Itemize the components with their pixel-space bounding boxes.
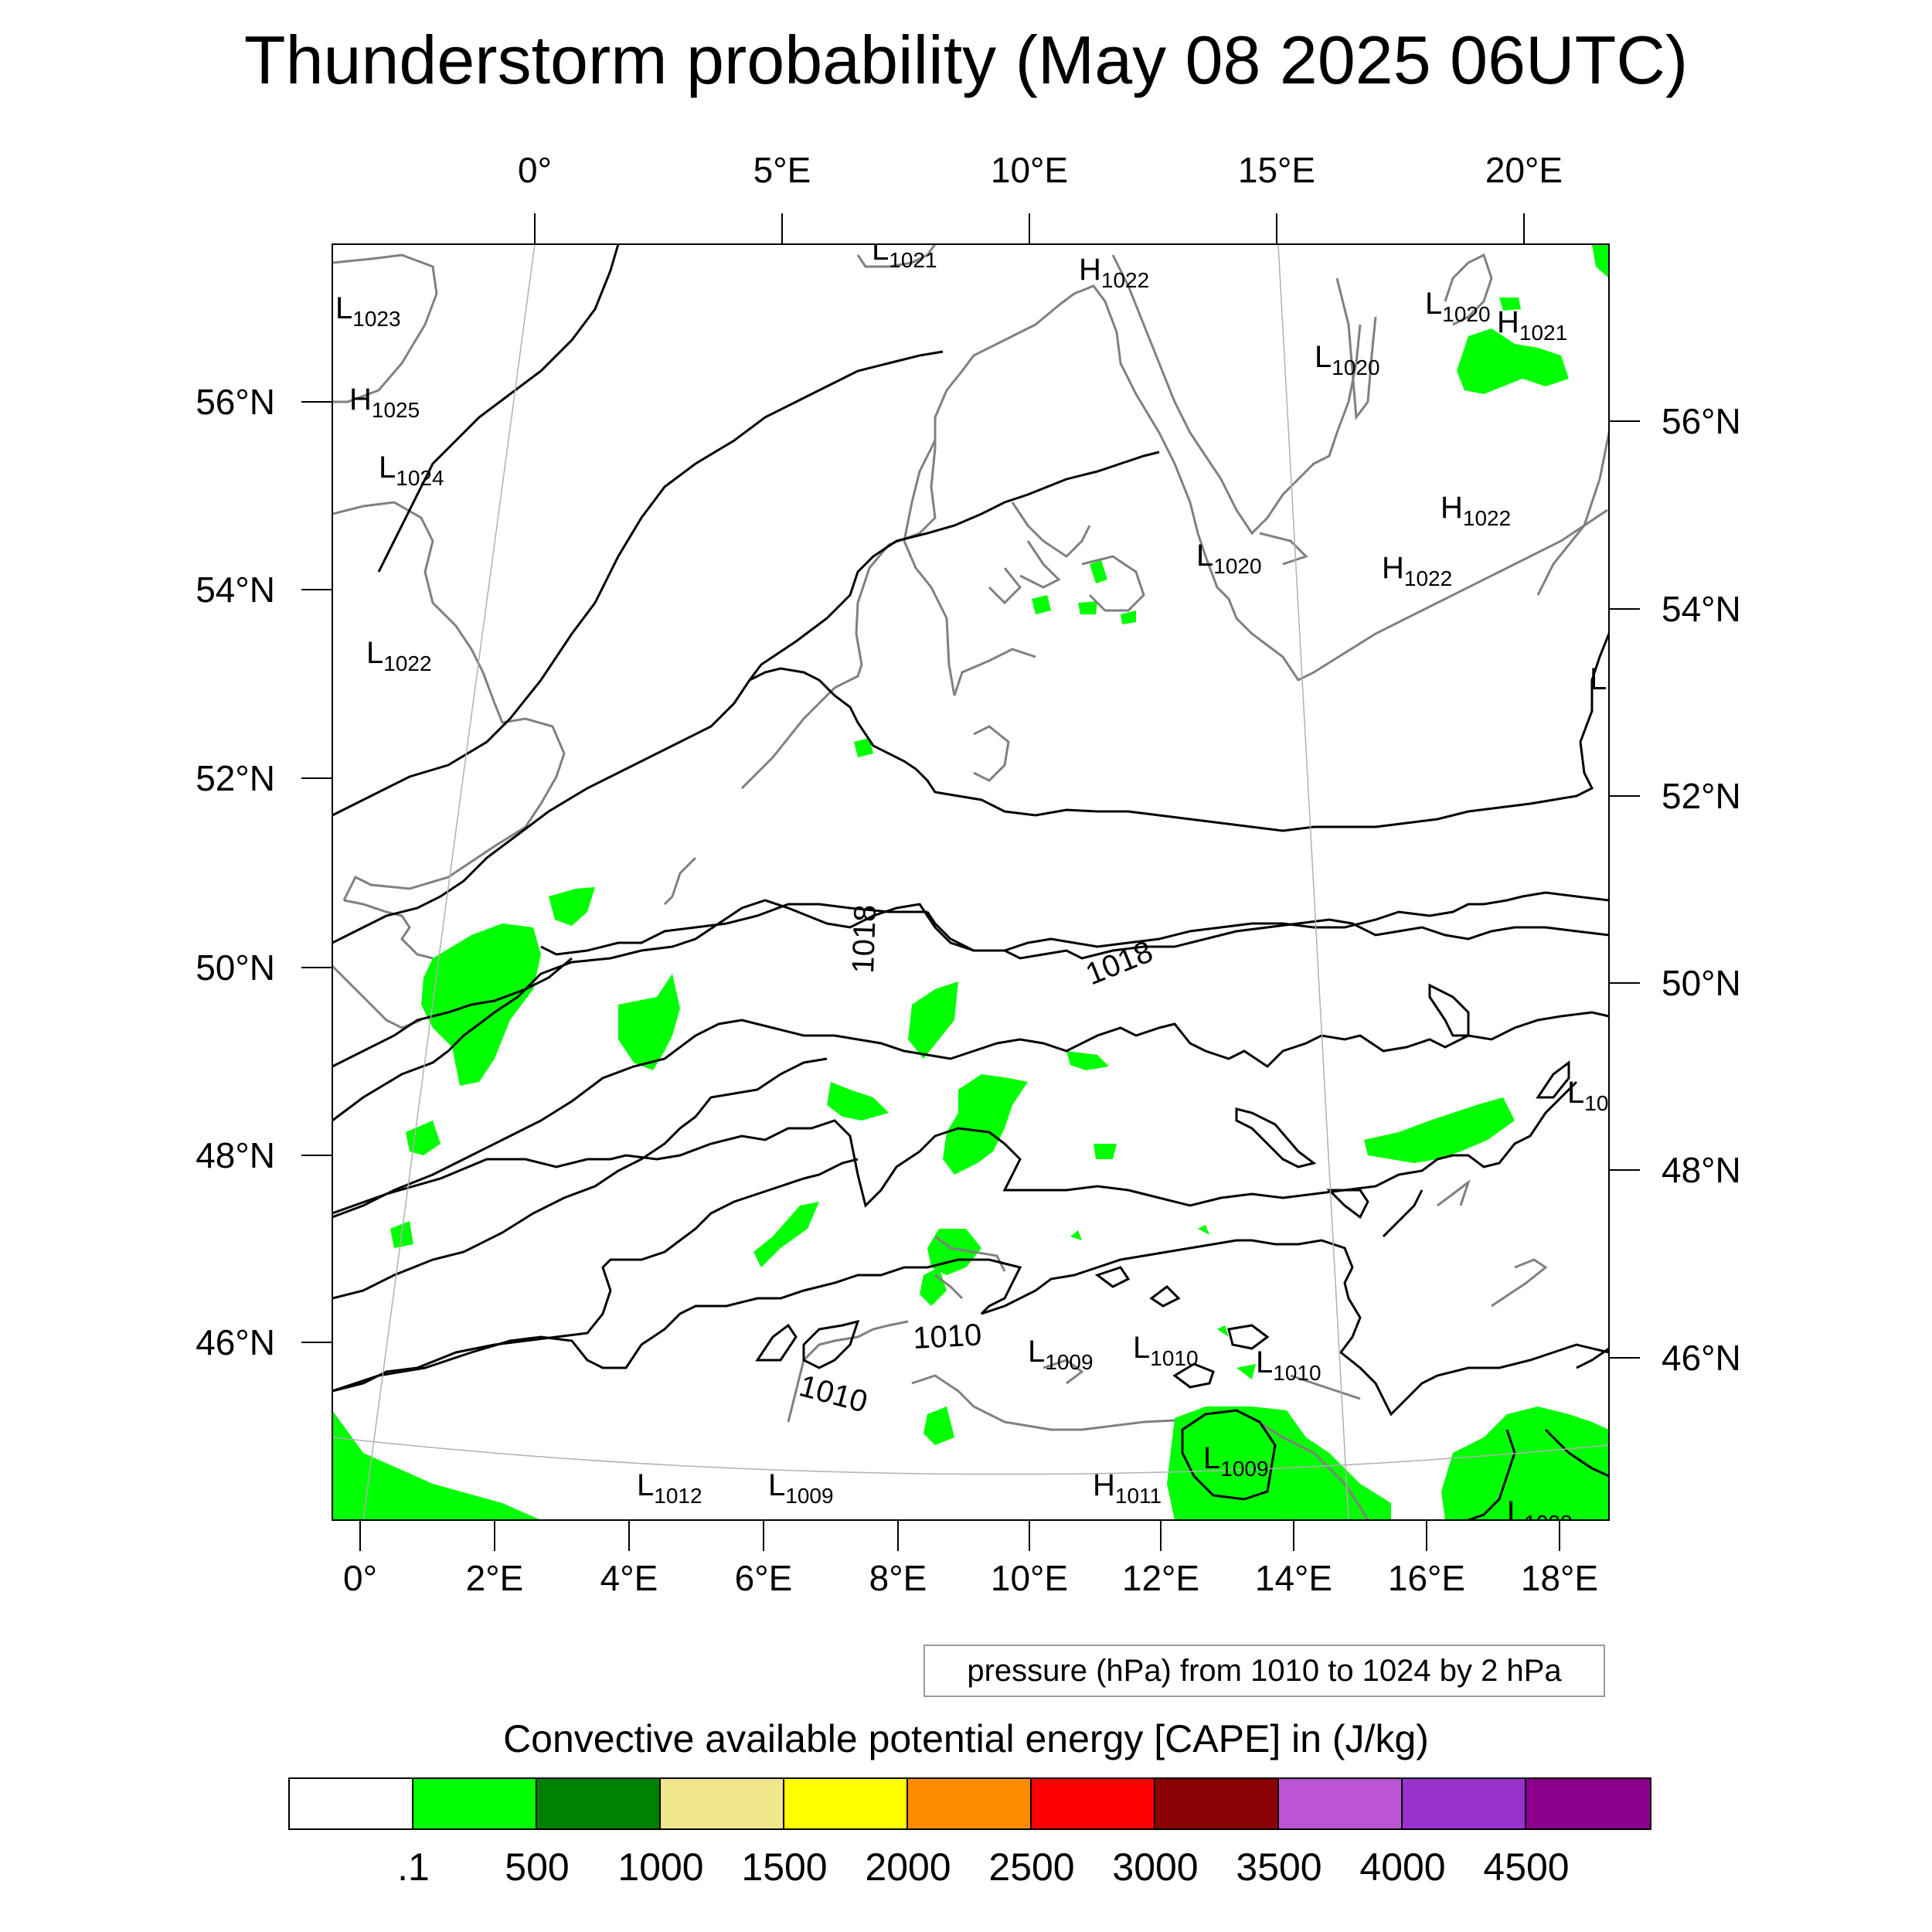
colorbar-tick-label: 3500 <box>1236 1845 1322 1889</box>
cape-colorbar <box>288 1777 1651 1830</box>
pressure-center: L1009 <box>1203 1441 1269 1481</box>
left-lat-label: 46°N <box>196 1322 275 1362</box>
pressure-center: H1025 <box>349 383 420 422</box>
contour-label: 1010 <box>912 1318 982 1355</box>
colorbar-swatch <box>537 1779 661 1828</box>
isobars <box>332 244 1609 1520</box>
colorbar-tick-label: 1000 <box>617 1845 704 1889</box>
right-lat-label: 50°N <box>1662 963 1741 1003</box>
top-longitude-labels: 0° 5°E 10°E 15°E 20°E <box>518 150 1563 190</box>
map-frame <box>332 243 1610 1521</box>
right-latitude-labels: 56°N 54°N 52°N 50°N 48°N 46°N <box>1662 401 1741 1378</box>
right-lat-label: 52°N <box>1662 776 1741 816</box>
pressure-center: L1023 <box>335 291 401 331</box>
pressure-center: H1022 <box>1440 491 1511 530</box>
bottom-lon-label: 2°E <box>466 1558 524 1598</box>
right-lat-label: 46°N <box>1662 1338 1741 1378</box>
pressure-center: L1008 <box>1507 1495 1573 1535</box>
contour-label: 1018 <box>846 904 883 974</box>
colorbar-tick-label: 2000 <box>865 1845 951 1889</box>
bottom-lon-label: 14°E <box>1255 1558 1332 1598</box>
top-lon-label: 15°E <box>1238 150 1315 190</box>
colorbar-swatch <box>661 1779 784 1828</box>
right-lat-label: 54°N <box>1662 589 1741 629</box>
pressure-center: L1010 <box>1133 1331 1199 1370</box>
pressure-center-labels: L1023 H1025 L1024 L1022 L1021 H1022 L102… <box>335 233 1608 1535</box>
pressure-center: L1009 <box>768 1468 834 1508</box>
left-lat-label: 50°N <box>196 947 275 988</box>
bottom-lon-label: 16°E <box>1388 1558 1465 1598</box>
colorbar-swatch <box>1279 1779 1403 1828</box>
bottom-lon-label: 10°E <box>991 1558 1068 1598</box>
colorbar-tick-label: 500 <box>505 1845 570 1889</box>
colorbar-tick-label: 1500 <box>741 1845 828 1889</box>
colorbar-swatch <box>784 1779 908 1828</box>
bottom-lon-label: 12°E <box>1122 1558 1199 1598</box>
left-lat-label: 48°N <box>196 1135 275 1175</box>
colorbar-swatch <box>1403 1779 1526 1828</box>
right-lat-label: 48°N <box>1662 1150 1741 1190</box>
bottom-lon-label: 0° <box>343 1558 377 1598</box>
top-lon-label: 20°E <box>1485 150 1563 190</box>
bottom-lon-label: 8°E <box>869 1558 927 1598</box>
top-lon-label: 10°E <box>991 150 1068 190</box>
right-lat-label: 56°N <box>1662 401 1741 441</box>
left-latitude-labels: 56°N 54°N 52°N 50°N 48°N 46°N <box>196 382 275 1362</box>
colorbar-tick-label: .1 <box>397 1845 430 1889</box>
pressure-center: L1012 <box>637 1468 702 1508</box>
pressure-center: H1021 <box>1497 305 1567 345</box>
colorbar-swatch <box>1526 1779 1650 1828</box>
colorbar-tick-label: 4000 <box>1359 1845 1446 1889</box>
pressure-center: L1010 <box>1256 1345 1321 1385</box>
colorbar-swatch <box>290 1779 413 1828</box>
pressure-center: H1022 <box>1382 551 1452 590</box>
colorbar-swatch <box>1155 1779 1279 1828</box>
contour-info-box: pressure (hPa) from 1010 to 1024 by 2 hP… <box>923 1645 1605 1697</box>
pressure-center: L <box>1590 662 1607 696</box>
pressure-center: L1022 <box>366 636 432 675</box>
pressure-center: H1022 <box>1079 253 1149 292</box>
pressure-center: L1021 <box>872 233 937 272</box>
bottom-lon-label: 18°E <box>1521 1558 1598 1598</box>
pressure-center: L1024 <box>379 451 444 490</box>
bottom-lon-label: 4°E <box>600 1558 658 1598</box>
tick-marks <box>301 213 1640 1551</box>
colorbar-swatch <box>908 1779 1032 1828</box>
left-lat-label: 52°N <box>196 758 275 798</box>
colorbar-tick-label: 4500 <box>1483 1845 1570 1889</box>
pressure-center: L1009 <box>1028 1335 1094 1374</box>
colorbar-swatch <box>1032 1779 1155 1828</box>
graticule <box>332 244 1609 1520</box>
colorbar-tick-label: 3000 <box>1112 1845 1199 1889</box>
pressure-center: L1020 <box>1315 340 1380 379</box>
colorbar-labels: .1 500 1000 1500 2000 2500 3000 3500 4000 4500 <box>0 1844 1932 1898</box>
left-lat-label: 56°N <box>196 382 275 422</box>
map-plot-area <box>332 244 1609 1520</box>
bottom-lon-label: 6°E <box>735 1558 793 1598</box>
pressure-center: L1020 <box>1425 287 1491 326</box>
colorbar-swatch <box>413 1779 537 1828</box>
left-lat-label: 54°N <box>196 570 275 610</box>
pressure-center: H1011 <box>1093 1468 1162 1508</box>
top-lon-label: 5°E <box>753 150 811 190</box>
pressure-center: L1020 <box>1196 539 1262 578</box>
pressure-center: L10 <box>1567 1076 1608 1115</box>
coastlines <box>332 244 1609 1520</box>
cape-areas <box>332 244 1609 1520</box>
bottom-longitude-labels: 0° 2°E 4°E 6°E 8°E 10°E 12°E 14°E 16°E 1… <box>343 1558 1598 1598</box>
colorbar-tick-label: 2500 <box>988 1845 1075 1889</box>
top-lon-label: 0° <box>518 150 552 190</box>
colorbar-title: Convective available potential energy [C… <box>503 1717 1429 1760</box>
map-title: Thunderstorm probability (May 08 2025 06… <box>243 22 1689 98</box>
